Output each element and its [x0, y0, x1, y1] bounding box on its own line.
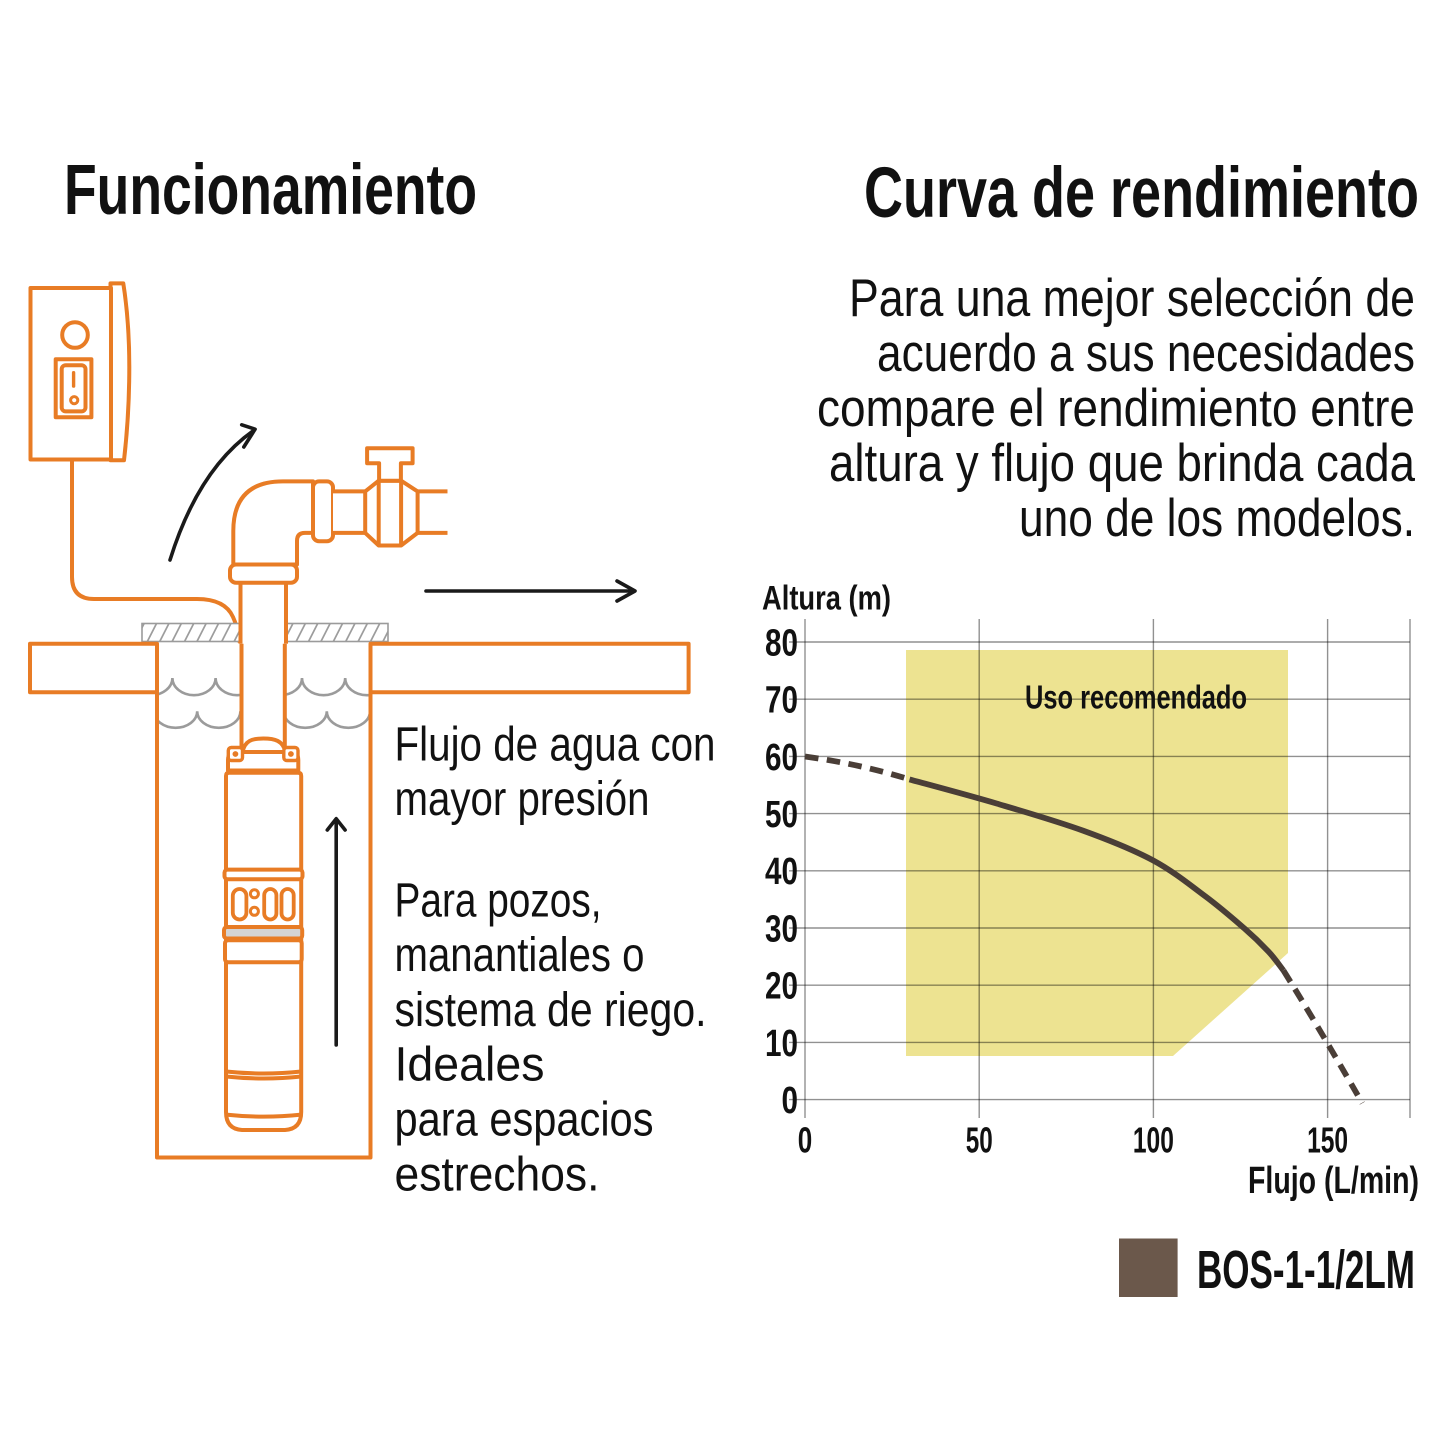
svg-text:40: 40: [765, 851, 798, 893]
svg-text:Para una mejor selección de: Para una mejor selección de: [849, 269, 1415, 328]
svg-text:Flujo de agua con: Flujo de agua con: [395, 717, 716, 771]
svg-text:compare el rendimiento entre: compare el rendimiento entre: [817, 379, 1415, 438]
svg-text:manantiales o: manantiales o: [395, 928, 645, 982]
svg-text:10: 10: [765, 1023, 798, 1065]
svg-text:100: 100: [1133, 1119, 1174, 1160]
svg-text:50: 50: [765, 794, 798, 836]
svg-text:estrechos.: estrechos.: [395, 1147, 600, 1201]
svg-text:BOS-1-1/2LM: BOS-1-1/2LM: [1197, 1240, 1415, 1300]
svg-text:Ideales: Ideales: [395, 1038, 545, 1092]
svg-text:70: 70: [765, 680, 798, 722]
svg-text:20: 20: [765, 966, 798, 1008]
svg-text:altura y flujo que brinda cada: altura y flujo que brinda cada: [829, 434, 1415, 493]
svg-text:acuerdo a sus necesidades: acuerdo a sus necesidades: [877, 324, 1415, 383]
svg-text:Altura (m): Altura (m): [762, 580, 891, 618]
svg-text:Para pozos,: Para pozos,: [395, 873, 602, 927]
svg-text:uno de los modelos.: uno de los modelos.: [1019, 489, 1415, 548]
svg-text:50: 50: [966, 1119, 993, 1160]
svg-text:Flujo (L/min): Flujo (L/min): [1248, 1160, 1419, 1202]
svg-text:Uso recomendado: Uso recomendado: [1025, 679, 1247, 716]
svg-text:60: 60: [765, 737, 798, 779]
svg-text:80: 80: [765, 622, 798, 664]
svg-text:Curva de rendimiento: Curva de rendimiento: [864, 154, 1419, 233]
svg-text:30: 30: [765, 908, 798, 950]
svg-text:sistema de riego.: sistema de riego.: [395, 983, 707, 1037]
svg-text:mayor presión: mayor presión: [395, 772, 650, 826]
svg-text:Funcionamiento: Funcionamiento: [64, 151, 477, 230]
svg-text:0: 0: [798, 1119, 813, 1160]
svg-text:0: 0: [782, 1080, 799, 1122]
svg-text:150: 150: [1307, 1119, 1348, 1160]
svg-text:para espacios: para espacios: [395, 1093, 654, 1147]
